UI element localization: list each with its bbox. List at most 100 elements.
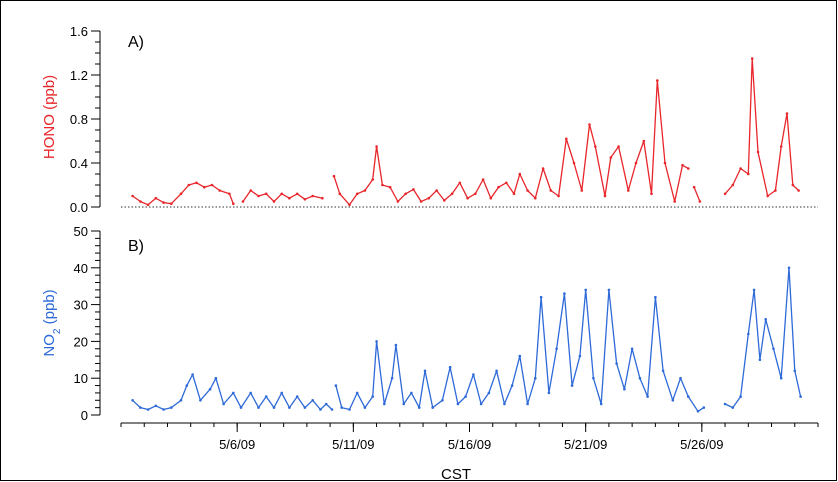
panel-b-data-point (170, 406, 173, 409)
x-tick-label: 5/21/09 (564, 437, 607, 452)
panel-a-data-point (572, 161, 576, 165)
panel-b-data-point (280, 391, 284, 395)
x-axis: 5/6/09 5/11/09 5/16/09 5/21/09 5/26/09 (120, 422, 819, 452)
panel-a-data-point (162, 201, 165, 204)
panel-a-data-point (791, 183, 795, 187)
panel-b-data-point (340, 406, 344, 409)
panel-a-data-point (673, 200, 676, 203)
panel-a-data-point (594, 145, 597, 148)
panel-b-data-point (208, 387, 212, 391)
panel-a-data-point (779, 145, 783, 148)
panel-a-data-point (131, 194, 134, 198)
panel-a-data-point (627, 189, 630, 192)
panel-b-series-line (724, 267, 802, 409)
panel-a-data-point (747, 172, 750, 176)
panel-a-data-point (355, 192, 359, 196)
panel-a-data-point (427, 196, 431, 200)
panel-a-data-point (375, 145, 378, 148)
panel-b-data-point (311, 399, 315, 402)
panel-a-data-point (179, 192, 183, 196)
panel-a-data-point (154, 196, 158, 200)
panel-b-data-point (131, 399, 134, 402)
panel-b-data-point (687, 395, 690, 398)
panel-b-data-point (272, 406, 276, 409)
panel-a-data-point (187, 183, 191, 187)
panel-b-data-point (607, 288, 611, 292)
panel-b-data-point (758, 358, 762, 362)
panel-b-data-point (264, 395, 268, 398)
panel-b-data-point (696, 410, 700, 413)
panel-a-data-point (264, 192, 268, 196)
panel-a-data-point (692, 185, 696, 189)
panel-a-data-point (419, 200, 423, 203)
panel-b-plot-area (131, 266, 802, 413)
panel-b-data-point (371, 395, 375, 398)
panel-b-data-point (731, 406, 735, 409)
x-tick-label: 5/26/09 (680, 437, 723, 452)
panel-a-data-point (218, 189, 221, 192)
panel-b-data-point (456, 402, 460, 406)
panel-b-data-point (199, 399, 202, 402)
panel-b-data-point (487, 391, 491, 395)
panel-a-data-point (785, 112, 789, 115)
panel-b-data-point (599, 402, 603, 406)
panel-a-data-point (750, 57, 754, 60)
panel-b-data-point (555, 347, 558, 351)
panel-b-data-point (539, 295, 543, 299)
x-tick-label: 5/11/09 (332, 437, 374, 452)
panel-a-data-point (466, 196, 469, 200)
panel-a-data-point (489, 196, 493, 200)
panel-b-data-point (410, 391, 413, 395)
panel-b-y-tick-label: 40 (74, 261, 88, 276)
x-tick-label: 5/6/09 (219, 437, 255, 452)
panel-a-data-point (371, 178, 375, 181)
panel-b-data-point (584, 288, 587, 292)
panel-b-data-point (747, 332, 750, 336)
panel-a-data-point (650, 192, 653, 196)
panel-b-y-tick-label: 50 (74, 224, 88, 239)
panel-b-data-point (764, 318, 767, 321)
panel-a-data-point (474, 192, 477, 196)
panel-a-data-point (603, 194, 607, 198)
panel-a-data-point (774, 189, 777, 192)
panel-a-y-tick-label: 1.6 (70, 24, 88, 39)
panel-a-data-point (634, 161, 638, 165)
panel-b-data-point (503, 402, 506, 406)
panel-b-data-point (383, 402, 386, 406)
panel-b-data-point (479, 402, 483, 406)
panel-b-data-point (563, 292, 566, 295)
panel-a-series-line (724, 57, 800, 197)
panel-a-y-tick-label: 0.4 (70, 156, 88, 171)
panel-a-data-point (557, 194, 560, 198)
panel-b-data-point (592, 376, 595, 380)
panel-b-data-point (702, 406, 706, 409)
panel-a-y-tick-label: 0.8 (70, 112, 88, 127)
panel-a-data-point (280, 192, 284, 196)
panel-a-data-point (526, 189, 529, 192)
panel-b: B) NO2 (ppb) 0 10 20 30 40 50 (41, 224, 802, 423)
panel-a-data-point (232, 202, 235, 205)
panel-a-data-point (272, 200, 276, 203)
panel-b-data-point (495, 369, 498, 373)
panel-a-data-point (642, 139, 646, 143)
panel-a-data-point (541, 167, 545, 170)
panel-a-data-point (443, 199, 446, 202)
panel-a-data-point (332, 174, 336, 178)
panel-b-data-point (615, 362, 618, 365)
panel-b-data-point (394, 343, 398, 347)
panel-a-data-point (195, 181, 198, 185)
panel-b-data-point (232, 391, 235, 395)
panel-b-data-point (239, 406, 243, 409)
panel-b-data-point (739, 395, 742, 398)
panel-b-data-point (570, 384, 574, 387)
panel-b-data-point (330, 408, 334, 411)
panel-a-data-point (404, 192, 407, 196)
panel-b-data-point (139, 406, 142, 409)
panel-b-data-point (363, 406, 367, 409)
panel-b-data-point (638, 376, 642, 380)
panel-a-data-point (146, 203, 150, 207)
panel-b-series-line (335, 289, 705, 412)
panel-b-data-point (793, 369, 797, 373)
panel-b-data-point (162, 408, 165, 411)
